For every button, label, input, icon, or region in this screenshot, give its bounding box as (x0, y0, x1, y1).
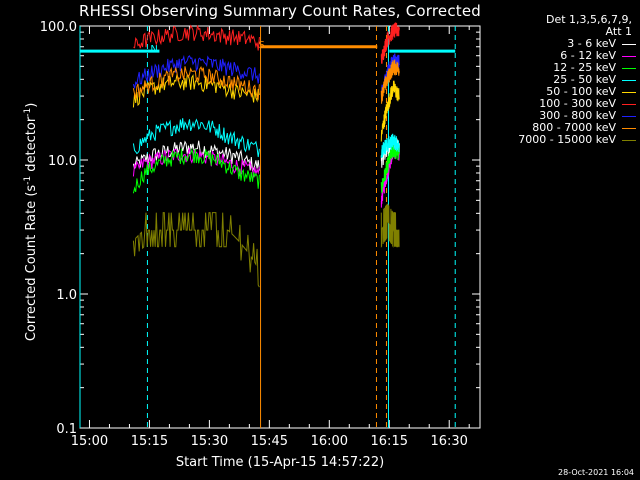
legend-entry: 100 - 300 keV (466, 98, 636, 110)
x-tick-label: 16:30 (430, 434, 467, 449)
series-line (133, 24, 260, 51)
legend-swatch (622, 103, 636, 105)
series-line (380, 203, 400, 248)
legend-entry: 800 - 7000 keV (466, 122, 636, 134)
y-axis-label: Corrected Count Rate (s-1 detector-1) (22, 102, 40, 342)
legend-entry-label: 12 - 25 keV (553, 61, 616, 74)
flag-label: N (150, 44, 157, 55)
legend-entry: 25 - 50 keV (466, 74, 636, 86)
series-line (132, 54, 260, 89)
legend-entry-label: 800 - 7000 keV (532, 121, 616, 134)
legend-entry: 300 - 800 keV (466, 110, 636, 122)
flag-label: S (258, 40, 264, 51)
y-tick-label: 0.1 (56, 422, 77, 437)
legend-entry: 3 - 6 keV (466, 38, 636, 50)
x-tick-label: 15:00 (71, 434, 108, 449)
legend-entry-label: 6 - 12 keV (560, 49, 616, 62)
legend-entry-label: 25 - 50 keV (553, 73, 616, 86)
y-tick-label: 100.0 (40, 20, 77, 35)
legend-entry-label: 3 - 6 keV (567, 37, 616, 50)
series-line (132, 148, 260, 194)
legend-entry: 12 - 25 keV (466, 62, 636, 74)
x-axis-label: Start Time (15-Apr-15 14:57:22) (175, 455, 385, 470)
legend-entry: 50 - 100 keV (466, 86, 636, 98)
legend-entry-label: 50 - 100 keV (546, 85, 616, 98)
legend-swatch (622, 55, 636, 57)
legend-swatch (622, 139, 636, 141)
series-line (380, 22, 400, 64)
legend-header-detectors: Det 1,3,5,6,7,9, (545, 13, 632, 26)
x-tick-label: 15:15 (131, 434, 168, 449)
series-line (380, 59, 400, 104)
legend-header-attenuator: Att 1 (605, 25, 632, 38)
legend-entry-label: 300 - 800 keV (539, 109, 616, 122)
timestamp: 28-Oct-2021 16:04 (558, 468, 634, 477)
legend-swatch (622, 79, 636, 81)
series-line (132, 118, 260, 158)
series-line (132, 66, 260, 101)
x-tick-label: 16:00 (311, 434, 348, 449)
series-line (132, 212, 260, 288)
x-tick-label: 15:45 (251, 434, 288, 449)
legend-entry: 6 - 12 keV (466, 50, 636, 62)
series-line (132, 140, 260, 172)
legend-swatch (622, 127, 636, 129)
x-tick-label: 16:15 (371, 434, 408, 449)
legend-entry-label: 7000 - 15000 keV (518, 133, 616, 146)
series-line (380, 133, 400, 158)
legend-swatch (622, 43, 636, 45)
legend-entry: 7000 - 15000 keV (466, 134, 636, 146)
series-line (380, 143, 400, 194)
legend-swatch (622, 91, 636, 93)
legend-entry-label: 100 - 300 keV (539, 97, 616, 110)
legend-swatch (622, 67, 636, 69)
x-tick-label: 15:30 (191, 434, 228, 449)
series-line (132, 148, 260, 178)
chart-title: RHESSI Observing Summary Count Rates, Co… (78, 2, 481, 20)
legend-swatch (622, 115, 636, 117)
y-tick-label: 1.0 (56, 288, 77, 303)
plot-frame (79, 25, 481, 429)
y-tick-label: 10.0 (48, 154, 77, 169)
series-line (380, 80, 400, 142)
legend: Det 1,3,5,6,7,9, Att 1 3 - 6 keV 6 - 12 k… (466, 14, 636, 146)
